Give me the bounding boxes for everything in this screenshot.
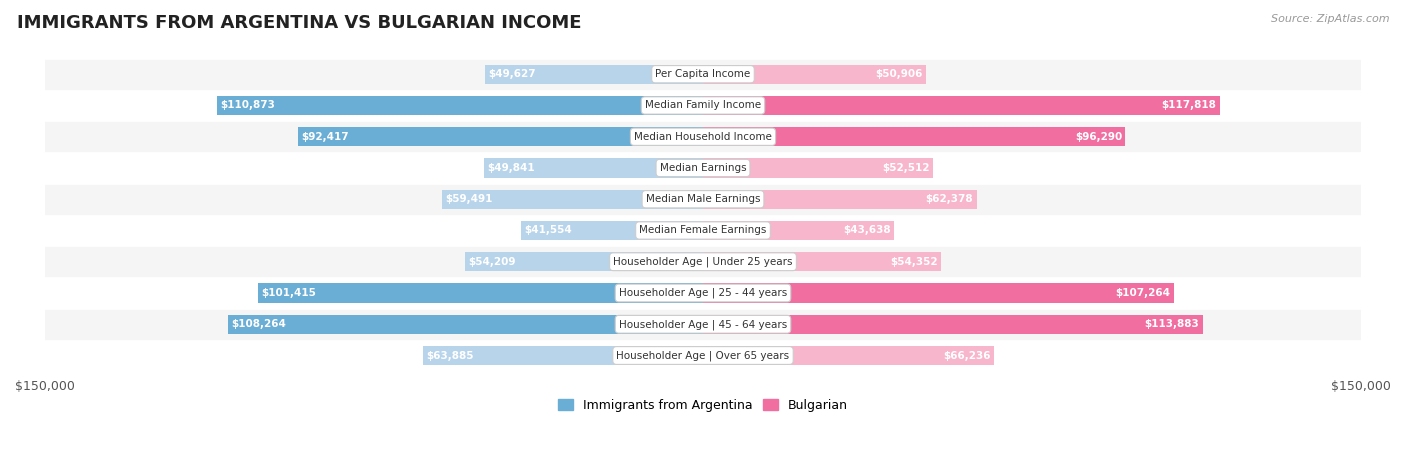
- Text: Median Male Earnings: Median Male Earnings: [645, 194, 761, 204]
- Text: $117,818: $117,818: [1161, 100, 1216, 111]
- Text: $41,554: $41,554: [524, 226, 572, 235]
- Text: Median Household Income: Median Household Income: [634, 132, 772, 142]
- Bar: [45, 122, 1361, 151]
- Bar: [45, 310, 1361, 339]
- Text: $49,627: $49,627: [488, 69, 536, 79]
- Text: $63,885: $63,885: [426, 351, 474, 361]
- Text: IMMIGRANTS FROM ARGENTINA VS BULGARIAN INCOME: IMMIGRANTS FROM ARGENTINA VS BULGARIAN I…: [17, 14, 581, 32]
- Bar: [484, 158, 703, 177]
- Bar: [45, 91, 1361, 120]
- Bar: [703, 283, 1174, 303]
- Bar: [45, 60, 1361, 89]
- Text: $43,638: $43,638: [844, 226, 891, 235]
- Text: $92,417: $92,417: [301, 132, 349, 142]
- Bar: [228, 315, 703, 334]
- Bar: [217, 96, 703, 115]
- Bar: [703, 252, 942, 271]
- Bar: [45, 341, 1361, 370]
- Bar: [45, 216, 1361, 245]
- Bar: [45, 279, 1361, 307]
- Bar: [703, 190, 977, 209]
- Bar: [703, 221, 894, 240]
- Text: $62,378: $62,378: [925, 194, 973, 204]
- Text: $50,906: $50,906: [876, 69, 922, 79]
- Bar: [703, 315, 1202, 334]
- Text: Per Capita Income: Per Capita Income: [655, 69, 751, 79]
- Text: Median Earnings: Median Earnings: [659, 163, 747, 173]
- Bar: [703, 346, 994, 365]
- Bar: [703, 64, 927, 84]
- Text: Householder Age | Under 25 years: Householder Age | Under 25 years: [613, 256, 793, 267]
- Bar: [45, 185, 1361, 213]
- Bar: [45, 248, 1361, 276]
- Bar: [703, 158, 934, 177]
- Bar: [485, 64, 703, 84]
- Text: $54,209: $54,209: [468, 257, 516, 267]
- Text: $59,491: $59,491: [446, 194, 492, 204]
- Text: $52,512: $52,512: [883, 163, 931, 173]
- Text: $101,415: $101,415: [262, 288, 316, 298]
- Bar: [703, 127, 1125, 147]
- Bar: [423, 346, 703, 365]
- Text: Householder Age | 25 - 44 years: Householder Age | 25 - 44 years: [619, 288, 787, 298]
- Text: $96,290: $96,290: [1076, 132, 1122, 142]
- Text: Median Female Earnings: Median Female Earnings: [640, 226, 766, 235]
- Text: Median Family Income: Median Family Income: [645, 100, 761, 111]
- Text: $108,264: $108,264: [232, 319, 287, 329]
- Bar: [45, 154, 1361, 182]
- Bar: [298, 127, 703, 147]
- Text: $113,883: $113,883: [1144, 319, 1199, 329]
- Bar: [259, 283, 703, 303]
- Legend: Immigrants from Argentina, Bulgarian: Immigrants from Argentina, Bulgarian: [553, 394, 853, 417]
- Text: $54,352: $54,352: [890, 257, 938, 267]
- Text: $49,841: $49,841: [488, 163, 536, 173]
- Bar: [520, 221, 703, 240]
- Text: $110,873: $110,873: [219, 100, 274, 111]
- Text: $66,236: $66,236: [943, 351, 990, 361]
- Text: $107,264: $107,264: [1115, 288, 1170, 298]
- Text: Householder Age | Over 65 years: Householder Age | Over 65 years: [616, 350, 790, 361]
- Bar: [465, 252, 703, 271]
- Bar: [703, 96, 1220, 115]
- Bar: [441, 190, 703, 209]
- Text: Householder Age | 45 - 64 years: Householder Age | 45 - 64 years: [619, 319, 787, 330]
- Text: Source: ZipAtlas.com: Source: ZipAtlas.com: [1271, 14, 1389, 24]
